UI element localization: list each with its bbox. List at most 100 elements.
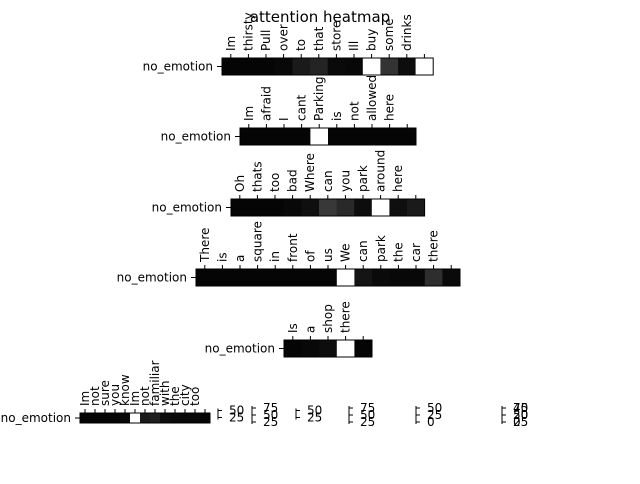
heatmap-cell: [336, 269, 355, 286]
heatmap-cell: [257, 58, 276, 75]
row-label: no_emotion: [152, 201, 222, 215]
heatmap-cell: [110, 413, 121, 423]
token-label: shop: [321, 304, 335, 333]
token-label: afraid: [259, 86, 273, 121]
token-label: a: [233, 255, 247, 262]
colorbar-tick-label: 25: [263, 415, 278, 429]
heatmap-cell: [160, 413, 171, 423]
heatmap-row-6: no_emotionImnotsureyouknowImnotfamiliarw…: [1, 360, 211, 425]
heatmap-frame: [221, 57, 434, 76]
token-label: park: [374, 235, 388, 262]
colorbar-tick-label: 25: [513, 415, 528, 429]
heatmap-cell: [389, 199, 408, 216]
token-label: the: [391, 242, 405, 262]
heatmap-cell: [266, 199, 285, 216]
heatmap-cell: [442, 269, 461, 286]
token-label: not: [138, 386, 152, 406]
token-label: park: [356, 165, 370, 192]
heatmap-cell: [319, 340, 338, 357]
heatmap-cell: [140, 413, 151, 423]
token-label: you: [338, 170, 352, 192]
colorbar-tick-label: 75: [263, 401, 278, 415]
colorbar-tick-label: 20: [513, 408, 528, 422]
token-label: in: [268, 251, 282, 262]
heatmap-cell: [266, 269, 285, 286]
heatmap-cell: [196, 269, 214, 286]
token-label: Where: [303, 153, 317, 192]
token-label: bad: [286, 169, 300, 192]
token-label: not: [88, 386, 102, 406]
token-label: too: [268, 173, 282, 192]
heatmap-cell: [372, 269, 390, 286]
token-label: car: [409, 243, 423, 262]
heatmap-cell: [283, 199, 302, 216]
colorbar-tick-label: 50: [360, 408, 375, 422]
token-label: Im: [128, 391, 142, 406]
heatmap-cell: [90, 413, 101, 423]
heatmap-cell: [380, 128, 399, 145]
heatmap-cell: [407, 199, 425, 216]
colorbar-tick-label: 75: [360, 401, 375, 415]
row-label: no_emotion: [117, 271, 187, 285]
colorbar-tick-label: 25: [229, 411, 244, 425]
heatmap-cell: [319, 269, 338, 286]
token-label: over: [277, 24, 291, 51]
token-label: here: [383, 94, 397, 121]
heatmap-cell: [292, 128, 311, 145]
heatmap-cell: [354, 199, 373, 216]
heatmap-cell: [284, 269, 302, 286]
token-label: Im: [78, 391, 92, 406]
heatmap-cell: [222, 58, 240, 75]
heatmap-cell: [240, 128, 258, 145]
heatmap-row-1: no_emotion Im thirsty Pull over to that store Il…: [143, 12, 434, 76]
heatmap-frame: [79, 412, 211, 424]
row-label: no_emotion: [143, 60, 213, 74]
token-label: of: [303, 250, 317, 262]
token-label: front: [286, 233, 300, 262]
token-label: not: [347, 101, 361, 121]
token-label: some: [382, 18, 396, 51]
colorbar-tick-label: 75: [513, 401, 528, 415]
colorbar-tick-label: 25: [360, 415, 375, 429]
token-label: cant: [295, 94, 309, 121]
heatmap-cell: [130, 413, 141, 423]
heatmap-cell: [398, 128, 417, 145]
token-label: Im: [224, 36, 238, 51]
token-label: thirsty: [241, 12, 255, 51]
heatmap-cell: [327, 58, 346, 75]
heatmap-cell: [257, 128, 276, 145]
heatmap-cell: [354, 269, 373, 286]
token-label: Pull: [259, 30, 273, 51]
heatmap-cell: [239, 58, 258, 75]
heatmap-cell: [301, 269, 320, 286]
heatmap-cell: [398, 58, 416, 75]
token-label: I: [277, 117, 291, 121]
heatmap-row-3: no_emotion Oh thats too bad Where can you park ar…: [152, 150, 426, 217]
token-label: can: [321, 170, 335, 192]
heatmap-cell: [345, 128, 364, 145]
token-label: too: [188, 387, 202, 406]
colorbar-tick-label: 0: [427, 415, 435, 429]
heatmap-cell: [120, 413, 131, 423]
token-label: There: [198, 228, 212, 263]
colorbar-tick-label: 40: [513, 401, 528, 415]
row-label: no_emotion: [161, 130, 231, 144]
heatmap-frame: [283, 339, 373, 358]
heatmap-cell: [319, 199, 337, 216]
token-label: is: [330, 111, 344, 121]
token-label: us: [321, 248, 335, 262]
heatmap-cell: [310, 58, 328, 75]
token-label: city: [178, 384, 192, 406]
colorbar-tick-label: 50: [513, 408, 528, 422]
token-label: drinks: [400, 14, 414, 51]
heatmap-cell: [310, 128, 329, 145]
heatmap-cell: [389, 269, 408, 286]
